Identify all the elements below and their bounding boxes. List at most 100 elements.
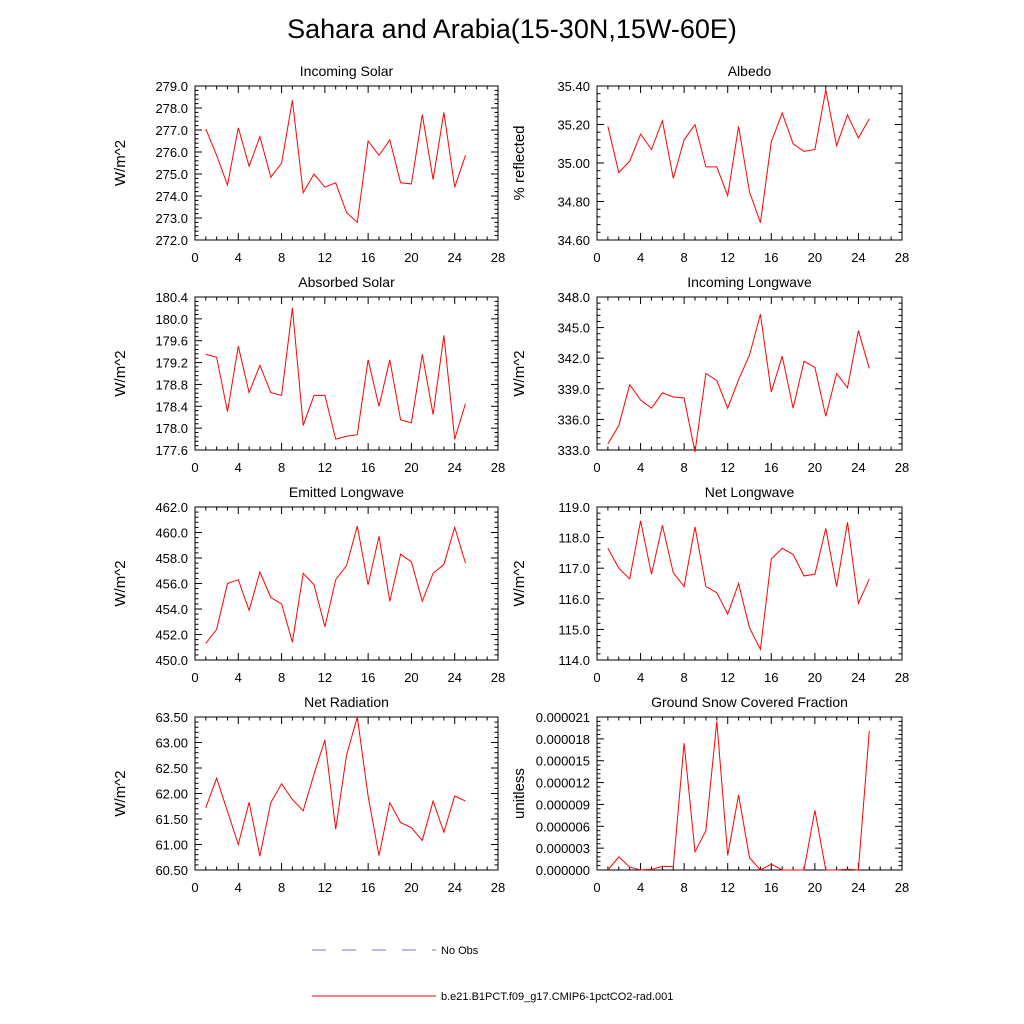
y-tick-label: 462.0 (155, 500, 188, 515)
chart-title: Albedo (728, 63, 772, 79)
y-tick-label: 339.0 (557, 382, 590, 397)
chart-title: Absorbed Solar (298, 274, 395, 290)
plot-frame (596, 296, 903, 451)
y-tick-label: 0.000000 (536, 863, 590, 878)
x-tick-label: 20 (404, 880, 418, 895)
y-tick-label: 119.0 (558, 500, 590, 515)
plot-frame (596, 716, 903, 871)
plot-frame (194, 296, 499, 451)
x-tick-label: 0 (593, 250, 600, 265)
y-axis-label: unitless (511, 768, 528, 819)
x-tick-label: 16 (361, 880, 375, 895)
plot-frame (596, 85, 903, 241)
y-tick-label: 0.000003 (536, 841, 590, 856)
chart-panel: 0 4 8 12 16 20 24 28 450.0 452.0 454.0 456.0 458.0 46… (112, 484, 505, 685)
x-tick-label: 16 (764, 460, 778, 475)
x-tick-label: 8 (681, 670, 688, 685)
x-tick-label: 4 (637, 880, 644, 895)
chart-title: Incoming Solar (300, 63, 394, 79)
x-tick-label: 8 (278, 250, 285, 265)
x-tick-label: 12 (720, 670, 734, 685)
x-tick-label: 12 (720, 250, 734, 265)
page-title: Sahara and Arabia(15-30N,15W-60E) (287, 14, 737, 44)
x-tick-label: 20 (404, 250, 418, 265)
x-tick-label: 8 (278, 670, 285, 685)
y-tick-label: 0.000018 (536, 732, 590, 747)
x-tick-label: 0 (191, 250, 198, 265)
x-tick-label: 20 (404, 460, 418, 475)
series-line (205, 100, 466, 224)
x-tick-label: 16 (361, 250, 375, 265)
series-line (607, 89, 870, 223)
chart-title: Ground Snow Covered Fraction (651, 694, 848, 710)
y-tick-label: 450.0 (155, 653, 188, 668)
y-tick-label: 345.0 (557, 321, 590, 336)
y-tick-label: 116.0 (558, 592, 590, 607)
y-tick-label: 178.0 (155, 421, 188, 436)
series-line (607, 721, 870, 871)
x-tick-label: 28 (895, 880, 909, 895)
x-tick-label: 0 (191, 670, 198, 685)
x-tick-label: 24 (447, 670, 461, 685)
y-tick-label: 454.0 (155, 602, 188, 617)
x-tick-label: 28 (491, 250, 505, 265)
x-tick-label: 0 (191, 880, 198, 895)
y-tick-label: 279.0 (155, 79, 188, 94)
plot-frame (194, 716, 499, 871)
y-tick-label: 272.0 (155, 233, 188, 248)
chart-panel: 0 4 8 12 16 20 24 28 114.0 115.0 116.0 117.0 118.0 11… (511, 484, 909, 685)
y-axis-label: W/m^2 (112, 770, 129, 816)
x-tick-label: 28 (491, 460, 505, 475)
y-tick-label: 179.2 (155, 356, 188, 371)
x-tick-label: 16 (764, 670, 778, 685)
x-tick-label: 24 (851, 670, 865, 685)
y-tick-label: 177.6 (155, 443, 188, 458)
x-tick-label: 24 (851, 880, 865, 895)
y-tick-label: 63.00 (155, 736, 188, 751)
x-tick-label: 20 (808, 460, 822, 475)
y-tick-label: 180.4 (155, 290, 188, 305)
series-line (607, 520, 870, 651)
x-tick-label: 0 (191, 460, 198, 475)
x-tick-label: 12 (318, 880, 332, 895)
series-line (607, 314, 870, 453)
x-tick-label: 4 (235, 670, 242, 685)
y-tick-label: 342.0 (557, 351, 590, 366)
y-tick-label: 0.000021 (536, 710, 590, 725)
y-tick-label: 114.0 (558, 653, 590, 668)
x-tick-label: 28 (491, 670, 505, 685)
x-tick-label: 24 (447, 250, 461, 265)
x-tick-label: 28 (491, 880, 505, 895)
y-axis-label: W/m^2 (511, 560, 528, 606)
chart-panel: 0 4 8 12 16 20 24 28 34.60 34.80 35.00 35.20 35.40 Al… (511, 63, 909, 265)
chart-title: Net Longwave (705, 484, 795, 500)
y-axis-label: % reflected (511, 125, 528, 200)
x-tick-label: 12 (720, 880, 734, 895)
x-tick-label: 8 (278, 880, 285, 895)
y-tick-label: 34.80 (557, 195, 590, 210)
x-tick-label: 0 (593, 670, 600, 685)
x-tick-label: 24 (851, 250, 865, 265)
x-tick-label: 24 (447, 460, 461, 475)
x-tick-label: 24 (447, 880, 461, 895)
x-tick-label: 4 (235, 880, 242, 895)
y-tick-label: 62.00 (155, 787, 188, 802)
y-tick-label: 277.0 (155, 123, 188, 138)
y-tick-label: 35.00 (557, 156, 590, 171)
x-tick-label: 16 (361, 460, 375, 475)
x-tick-label: 8 (681, 460, 688, 475)
x-tick-label: 4 (235, 460, 242, 475)
x-tick-label: 20 (808, 670, 822, 685)
y-tick-label: 348.0 (557, 290, 590, 305)
y-tick-label: 336.0 (557, 412, 590, 427)
plot-frame (194, 506, 499, 661)
y-axis-label: W/m^2 (112, 350, 129, 396)
legend-label-no-obs: No Obs (441, 945, 479, 957)
chart-panel: 0 4 8 12 16 20 24 28 272.0 273.0 274.0 275.0 276.0 27… (112, 63, 505, 265)
x-tick-label: 28 (895, 250, 909, 265)
y-tick-label: 61.00 (155, 838, 188, 853)
y-tick-label: 118.0 (558, 531, 590, 546)
x-tick-label: 20 (808, 250, 822, 265)
y-tick-label: 275.0 (155, 167, 188, 182)
